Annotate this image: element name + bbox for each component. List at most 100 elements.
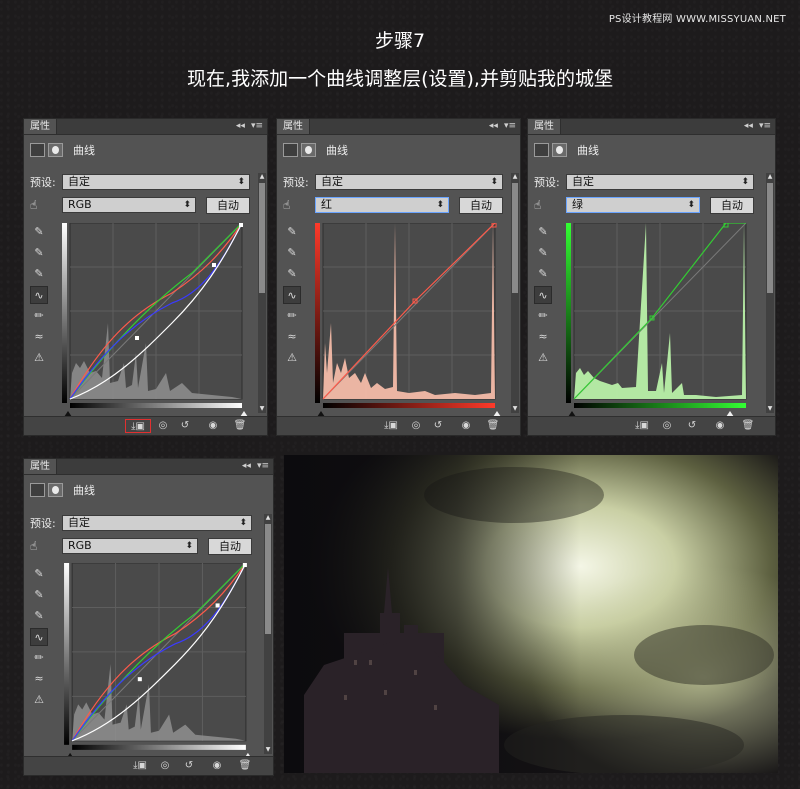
- curve-graph[interactable]: [62, 223, 248, 419]
- curves-icon: [30, 483, 45, 497]
- trash-icon[interactable]: 🗑: [486, 420, 500, 431]
- target-adjust-hand-icon[interactable]: ☝: [30, 539, 38, 553]
- panel-scrollbar[interactable]: ▲ ▼: [511, 173, 519, 413]
- view-previous-state-icon[interactable]: ◎: [662, 420, 672, 431]
- view-previous-state-icon[interactable]: ◎: [158, 420, 168, 431]
- curve-point-tool-icon[interactable]: ∿: [30, 628, 48, 646]
- curve-graph[interactable]: [315, 223, 501, 419]
- preset-row: 预设: 自定: [283, 173, 503, 191]
- preset-row: 预设: 自定: [534, 173, 754, 191]
- clipping-warning-icon[interactable]: ⚠: [34, 351, 44, 364]
- double-chevron-left-icon[interactable]: ◂◂: [488, 121, 498, 131]
- trash-icon[interactable]: 🗑: [741, 420, 755, 431]
- pencil-tool-icon[interactable]: ✏: [287, 309, 297, 322]
- castle-silhouette: [304, 567, 499, 773]
- clip-to-layer-icon[interactable]: ⤓▣: [125, 419, 151, 433]
- tab-properties[interactable]: 属性: [24, 459, 57, 474]
- pencil-tool-icon[interactable]: ✏: [34, 651, 44, 664]
- curve-point-tool-icon[interactable]: ∿: [30, 286, 48, 304]
- smooth-curve-icon[interactable]: ≈: [34, 672, 44, 685]
- preset-dropdown[interactable]: 自定: [62, 515, 252, 531]
- view-previous-state-icon[interactable]: ◎: [411, 420, 421, 431]
- gray-point-eyedropper-icon[interactable]: ✎: [287, 246, 297, 259]
- adjustment-header: 曲线: [283, 141, 348, 159]
- tab-properties[interactable]: 属性: [24, 119, 57, 134]
- mask-icon[interactable]: [48, 483, 63, 497]
- eye-icon[interactable]: ◉: [208, 420, 218, 431]
- black-point-eyedropper-icon[interactable]: ✎: [287, 225, 297, 238]
- white-point-eyedropper-icon[interactable]: ✎: [34, 267, 44, 280]
- curve-tools: ✎ ✎ ✎ ∿ ✏ ≈ ⚠: [534, 223, 554, 370]
- channel-dropdown[interactable]: 红: [315, 197, 449, 213]
- auto-button[interactable]: 自动: [710, 196, 754, 214]
- gray-point-eyedropper-icon[interactable]: ✎: [34, 246, 44, 259]
- eye-icon[interactable]: ◉: [715, 420, 725, 431]
- clip-to-layer-icon[interactable]: ⤓▣: [384, 420, 398, 431]
- black-point-eyedropper-icon[interactable]: ✎: [34, 225, 44, 238]
- adjustment-header: 曲线: [30, 481, 95, 499]
- pencil-tool-icon[interactable]: ✏: [34, 309, 44, 322]
- target-adjust-hand-icon[interactable]: ☝: [30, 198, 38, 212]
- adjustment-name: 曲线: [73, 144, 95, 157]
- eye-icon[interactable]: ◉: [212, 760, 222, 771]
- preset-dropdown[interactable]: 自定: [566, 174, 754, 190]
- panel-menu-icon[interactable]: ▾≡: [758, 121, 771, 131]
- clipping-warning-icon[interactable]: ⚠: [287, 351, 297, 364]
- white-point-eyedropper-icon[interactable]: ✎: [538, 267, 548, 280]
- mask-icon[interactable]: [48, 143, 63, 157]
- panel-menu-icon[interactable]: ▾≡: [503, 121, 516, 131]
- clipping-warning-icon[interactable]: ⚠: [34, 693, 44, 706]
- channel-dropdown[interactable]: RGB: [62, 197, 196, 213]
- auto-button[interactable]: 自动: [206, 196, 250, 214]
- eye-icon[interactable]: ◉: [461, 420, 471, 431]
- smooth-curve-icon[interactable]: ≈: [287, 330, 297, 343]
- auto-button[interactable]: 自动: [459, 196, 503, 214]
- panel-scrollbar[interactable]: ▲ ▼: [766, 173, 774, 413]
- white-point-eyedropper-icon[interactable]: ✎: [287, 267, 297, 280]
- mask-icon[interactable]: [301, 143, 316, 157]
- mask-icon[interactable]: [552, 143, 567, 157]
- white-point-eyedropper-icon[interactable]: ✎: [34, 609, 44, 622]
- curve-point-tool-icon[interactable]: ∿: [534, 286, 552, 304]
- curve-graph[interactable]: [566, 223, 752, 419]
- panel-scrollbar[interactable]: ▲ ▼: [264, 514, 272, 754]
- gray-point-eyedropper-icon[interactable]: ✎: [34, 588, 44, 601]
- auto-button[interactable]: 自动: [208, 537, 252, 555]
- pencil-tool-icon[interactable]: ✏: [538, 309, 548, 322]
- smooth-curve-icon[interactable]: ≈: [34, 330, 44, 343]
- target-adjust-hand-icon[interactable]: ☝: [534, 198, 542, 212]
- red-curve: [69, 223, 243, 400]
- trash-icon[interactable]: 🗑: [233, 420, 247, 431]
- curve-graph[interactable]: [64, 563, 252, 761]
- clip-to-layer-icon[interactable]: ⤓▣: [635, 420, 649, 431]
- trash-icon[interactable]: 🗑: [238, 760, 252, 771]
- double-chevron-left-icon[interactable]: ◂◂: [235, 121, 245, 131]
- curve-point-tool-icon[interactable]: ∿: [283, 286, 301, 304]
- reset-icon[interactable]: ↺: [433, 420, 443, 431]
- clip-to-layer-icon[interactable]: ⤓▣: [133, 760, 147, 771]
- reset-icon[interactable]: ↺: [184, 760, 194, 771]
- channel-dropdown[interactable]: RGB: [62, 538, 198, 554]
- view-previous-state-icon[interactable]: ◎: [160, 760, 170, 771]
- panel-menu-icon[interactable]: ▾≡: [256, 461, 269, 471]
- panel-menu-icon[interactable]: ▾≡: [250, 121, 263, 131]
- double-chevron-left-icon[interactable]: ◂◂: [743, 121, 753, 131]
- tab-properties[interactable]: 属性: [277, 119, 310, 134]
- channel-row: ☝ 红 自动: [283, 196, 503, 214]
- smooth-curve-icon[interactable]: ≈: [538, 330, 548, 343]
- preset-dropdown[interactable]: 自定: [315, 174, 503, 190]
- reset-icon[interactable]: ↺: [687, 420, 697, 431]
- target-adjust-hand-icon[interactable]: ☝: [283, 198, 291, 212]
- double-chevron-left-icon[interactable]: ◂◂: [241, 461, 251, 471]
- gray-point-eyedropper-icon[interactable]: ✎: [538, 246, 548, 259]
- clipping-warning-icon[interactable]: ⚠: [538, 351, 548, 364]
- preset-dropdown[interactable]: 自定: [62, 174, 250, 190]
- curve-tools: ✎ ✎ ✎ ∿ ✏ ≈ ⚠: [30, 565, 50, 712]
- channel-dropdown[interactable]: 绿: [566, 197, 700, 213]
- tab-properties[interactable]: 属性: [528, 119, 561, 134]
- panel-scrollbar[interactable]: ▲ ▼: [258, 173, 266, 413]
- reset-icon[interactable]: ↺: [180, 420, 190, 431]
- green-curve: [71, 563, 247, 742]
- black-point-eyedropper-icon[interactable]: ✎: [538, 225, 548, 238]
- black-point-eyedropper-icon[interactable]: ✎: [34, 567, 44, 580]
